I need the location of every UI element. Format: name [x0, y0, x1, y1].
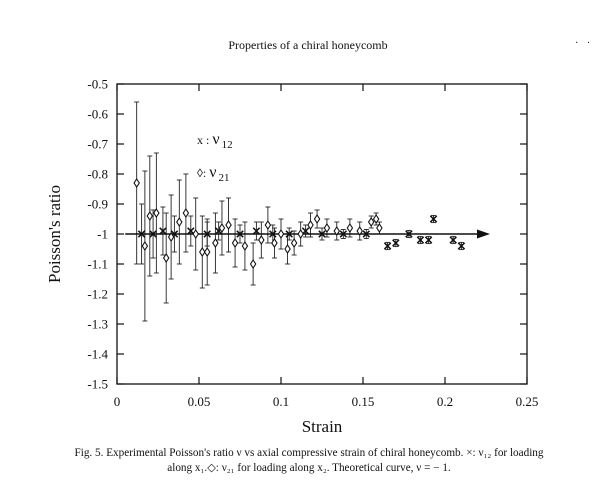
- caption-line-1: Fig. 5. Experimental Poisson's ratio ν v…: [74, 447, 544, 459]
- data-point-nu12: [187, 227, 195, 235]
- data-point-nu21: [133, 177, 140, 189]
- data-point-nu12: [301, 227, 310, 235]
- data-point-nu21: [249, 258, 257, 270]
- caption-line-2: along x₁.◇: ν₂₁ for loading along x₂. Th…: [167, 462, 451, 474]
- data-point-nu21: [241, 240, 249, 252]
- data-point-nu21: [212, 237, 219, 249]
- data-point-nu21: [199, 246, 206, 258]
- data-point-nu12: [137, 230, 146, 238]
- data-point-nu12: [236, 230, 244, 238]
- data-point-nu12: [416, 236, 425, 244]
- data-point-nu21: [146, 210, 154, 222]
- data-point-nu21: [167, 231, 175, 243]
- data-point-nu12: [269, 230, 277, 238]
- x-tick-label: 0.2: [437, 394, 453, 409]
- data-point-nu12: [159, 227, 167, 235]
- legend-entry: x : ν 12: [197, 131, 233, 151]
- corner-mark: · ·: [575, 38, 594, 49]
- y-tick-label: -0.8: [87, 167, 108, 182]
- data-point-nu12: [149, 230, 157, 238]
- data-point-nu21: [258, 234, 265, 246]
- data-point-nu12: [318, 230, 326, 238]
- x-tick-label: 0.05: [188, 394, 211, 409]
- data-point-nu21: [192, 228, 199, 240]
- data-point-nu21: [225, 219, 232, 231]
- data-point-nu21: [162, 252, 170, 264]
- data-point-nu21: [372, 213, 380, 225]
- x-axis-title: Strain: [302, 417, 343, 436]
- data-point-nu21: [297, 228, 304, 240]
- data-point-nu12: [424, 236, 433, 244]
- x-tick-label: 0: [114, 394, 121, 409]
- data-point-nu21: [313, 213, 321, 225]
- data-point-nu21: [231, 237, 239, 249]
- y-tick-label: -1.5: [87, 377, 108, 392]
- y-tick-label: -1: [97, 227, 108, 242]
- y-tick-label: -1.4: [87, 347, 108, 362]
- data-point-nu12: [203, 230, 211, 238]
- data-point-nu21: [290, 237, 298, 249]
- data-point-nu12: [449, 236, 457, 244]
- data-point-nu21: [203, 246, 211, 258]
- data-point-nu12: [392, 239, 400, 247]
- data-point-nu21: [307, 219, 314, 231]
- data-point-nu12: [285, 230, 293, 238]
- data-point-nu12: [405, 230, 413, 238]
- data-point-nu21: [264, 219, 272, 231]
- data-point-nu21: [271, 237, 278, 249]
- data-point-nu12: [339, 230, 348, 238]
- data-point-nu21: [277, 228, 285, 240]
- data-point-nu21: [333, 225, 341, 237]
- y-tick-label: -1.2: [87, 287, 108, 302]
- y-axis-title: Poisson's ratio: [45, 185, 64, 283]
- data-point-nu21: [141, 240, 149, 252]
- data-point-nu21: [323, 222, 331, 234]
- data-point-nu21: [176, 216, 183, 228]
- data-point-nu21: [346, 222, 354, 234]
- data-point-nu21: [153, 207, 160, 219]
- x-tick-label: 0.1: [273, 394, 289, 409]
- figure-caption: Fig. 5. Experimental Poisson's ratio ν v…: [34, 446, 584, 476]
- theory-arrowhead: [477, 229, 490, 239]
- y-tick-label: -0.7: [87, 137, 108, 152]
- data-point-nu21: [356, 225, 363, 237]
- data-point-nu21: [367, 216, 375, 228]
- running-head: Properties of a chiral honeycomb: [228, 38, 388, 52]
- y-tick-label: -1.1: [87, 257, 108, 272]
- x-tick-label: 0.15: [352, 394, 375, 409]
- data-point-nu12: [362, 230, 371, 238]
- legend-entry: ◊: ν 21: [197, 164, 230, 184]
- data-point-nu12: [252, 227, 261, 235]
- data-point-nu12: [383, 242, 392, 250]
- data-point-nu12: [457, 242, 466, 250]
- data-point-nu12: [429, 215, 438, 223]
- y-tick-label: -0.9: [87, 197, 108, 212]
- x-tick-label: 0.25: [516, 394, 539, 409]
- data-point-nu21: [376, 222, 383, 234]
- y-tick-label: -1.3: [87, 317, 108, 332]
- y-tick-label: -0.6: [87, 107, 108, 122]
- y-tick-label: -0.5: [87, 77, 108, 92]
- poisson-ratio-chart: -0.5 -0.6 -0.7 -0.8 -0.9 -1 -1.1 -1.2 -1.3 -1.4 -1…: [45, 77, 539, 437]
- data-point-nu21: [218, 222, 226, 234]
- data-point-nu21: [182, 207, 190, 219]
- data-point-nu21: [284, 243, 291, 255]
